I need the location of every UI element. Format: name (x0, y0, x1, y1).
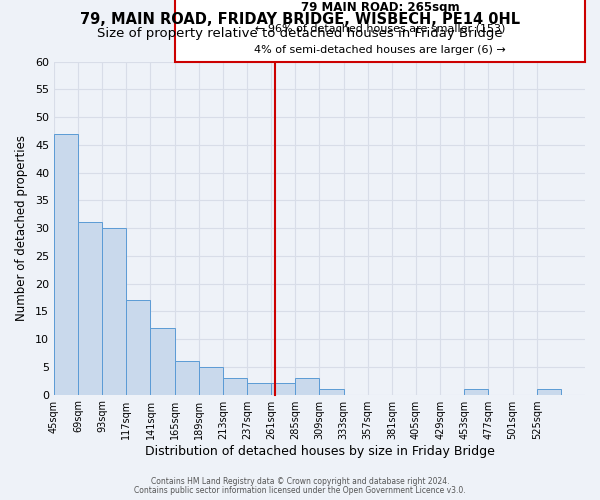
Bar (319, 389, 344, 394)
Bar (151, 328, 175, 394)
Bar (464, 389, 488, 394)
X-axis label: Distribution of detached houses by size in Friday Bridge: Distribution of detached houses by size … (145, 444, 494, 458)
Bar (102, 228, 127, 394)
Bar (199, 367, 223, 394)
Y-axis label: Number of detached properties: Number of detached properties (15, 135, 28, 321)
Bar (247, 384, 271, 394)
Text: Contains public sector information licensed under the Open Government Licence v3: Contains public sector information licen… (134, 486, 466, 495)
Bar (271, 384, 295, 394)
Bar (175, 362, 199, 394)
FancyBboxPatch shape (175, 0, 585, 62)
Text: ← 96% of detached houses are smaller (153): ← 96% of detached houses are smaller (15… (254, 24, 505, 34)
Bar (295, 378, 319, 394)
Text: Size of property relative to detached houses in Friday Bridge: Size of property relative to detached ho… (97, 28, 503, 40)
Bar (78, 222, 102, 394)
Text: 79, MAIN ROAD, FRIDAY BRIDGE, WISBECH, PE14 0HL: 79, MAIN ROAD, FRIDAY BRIDGE, WISBECH, P… (80, 12, 520, 28)
Bar (537, 389, 561, 394)
Text: 79 MAIN ROAD: 265sqm: 79 MAIN ROAD: 265sqm (301, 2, 459, 15)
Bar (127, 300, 151, 394)
Text: Contains HM Land Registry data © Crown copyright and database right 2024.: Contains HM Land Registry data © Crown c… (151, 477, 449, 486)
Bar (54, 134, 78, 394)
Text: 4% of semi-detached houses are larger (6) →: 4% of semi-detached houses are larger (6… (254, 46, 506, 56)
Bar (223, 378, 247, 394)
